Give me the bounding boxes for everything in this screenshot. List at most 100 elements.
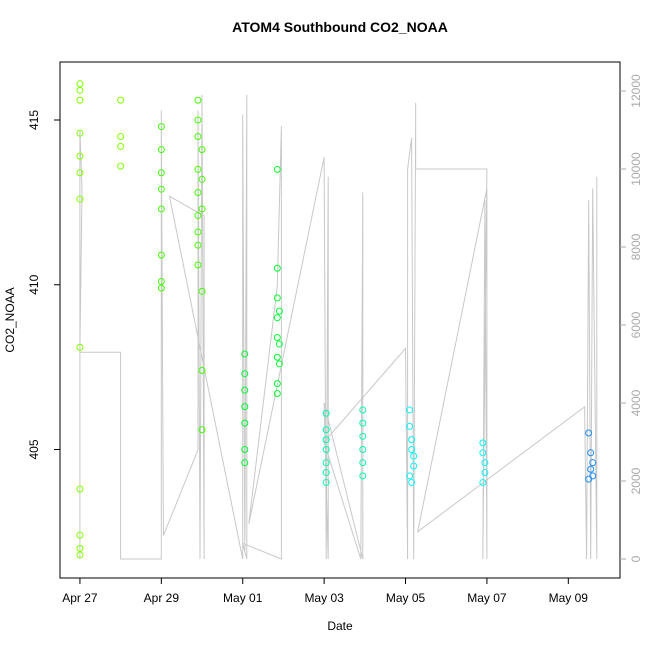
y2-tick-label: 2000 [629, 467, 643, 494]
point [322, 445, 330, 453]
point [408, 445, 416, 453]
point [359, 459, 367, 467]
point [198, 426, 206, 434]
y2-tick-label: 12000 [629, 74, 643, 108]
point [322, 436, 330, 444]
point [76, 195, 84, 203]
point [157, 284, 165, 292]
y-axis-label: CO2_NOAA [3, 287, 17, 352]
point [479, 439, 487, 447]
point [157, 277, 165, 285]
point [481, 469, 489, 477]
x-tick-label: May 09 [549, 591, 589, 605]
point [479, 449, 487, 457]
point [322, 478, 330, 486]
point [406, 406, 414, 414]
point [157, 251, 165, 259]
point [117, 132, 125, 140]
point [273, 294, 281, 302]
point [359, 432, 367, 440]
point [275, 360, 283, 368]
point [275, 307, 283, 315]
point [241, 350, 249, 358]
point [194, 228, 202, 236]
y2-tick-label: 8000 [629, 233, 643, 260]
point [194, 132, 202, 140]
point [322, 469, 330, 477]
chart-title: ATOM4 Southbound CO2_NOAA [232, 19, 448, 35]
y-tick-label: 415 [27, 110, 41, 130]
point [198, 287, 206, 295]
point [194, 96, 202, 104]
point [157, 205, 165, 213]
point [587, 449, 595, 457]
x-tick-label: May 05 [386, 591, 426, 605]
point [76, 169, 84, 177]
point [76, 152, 84, 160]
point [194, 165, 202, 173]
point [273, 353, 281, 361]
y2-tick-label: 0 [629, 555, 643, 562]
point [76, 343, 84, 351]
point [241, 419, 249, 427]
point [322, 459, 330, 467]
point [194, 116, 202, 124]
x-axis-label: Date [327, 619, 353, 633]
point [76, 129, 84, 137]
point [410, 452, 418, 460]
point [117, 96, 125, 104]
y2-tick-label: 10000 [629, 152, 643, 186]
point [585, 475, 593, 483]
point [589, 459, 597, 467]
point [76, 96, 84, 104]
point [322, 409, 330, 417]
y-tick-label: 410 [27, 274, 41, 294]
point [322, 426, 330, 434]
altitude-line [79, 94, 598, 560]
point [273, 264, 281, 272]
x-tick-label: May 03 [304, 591, 344, 605]
point [198, 366, 206, 374]
point [273, 165, 281, 173]
point [275, 340, 283, 348]
x-tick-label: Apr 29 [144, 591, 180, 605]
point [76, 485, 84, 493]
x-tick-label: Apr 27 [62, 591, 98, 605]
point [273, 333, 281, 341]
point [241, 445, 249, 453]
point [117, 142, 125, 150]
point [76, 551, 84, 559]
point [198, 146, 206, 154]
y2-tick-label: 6000 [629, 311, 643, 338]
point [359, 419, 367, 427]
point [241, 370, 249, 378]
point [585, 429, 593, 437]
point [241, 403, 249, 411]
point [194, 241, 202, 249]
point [198, 175, 206, 183]
point [241, 386, 249, 394]
point [587, 465, 595, 473]
point [157, 146, 165, 154]
point [410, 462, 418, 470]
x-tick-label: May 01 [223, 591, 263, 605]
point [157, 123, 165, 131]
point [241, 459, 249, 467]
point [194, 261, 202, 269]
point [359, 472, 367, 480]
point [408, 436, 416, 444]
y2-tick-label: 4000 [629, 389, 643, 416]
point [406, 472, 414, 480]
point [359, 406, 367, 414]
point [194, 212, 202, 220]
point [117, 162, 125, 170]
point [157, 169, 165, 177]
point [76, 544, 84, 552]
point [273, 389, 281, 397]
point [157, 185, 165, 193]
point [198, 205, 206, 213]
point [479, 478, 487, 486]
point [481, 459, 489, 467]
point [359, 445, 367, 453]
